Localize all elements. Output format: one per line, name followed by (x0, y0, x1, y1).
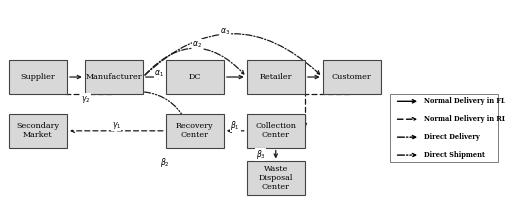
Text: Customer: Customer (331, 73, 371, 81)
Text: Supplier: Supplier (21, 73, 55, 81)
FancyBboxPatch shape (322, 60, 380, 94)
Text: DC: DC (188, 73, 200, 81)
Text: Waste
Disposal
Center: Waste Disposal Center (258, 165, 292, 192)
FancyBboxPatch shape (9, 60, 67, 94)
FancyBboxPatch shape (246, 114, 305, 148)
Text: Secondary
Market: Secondary Market (17, 122, 59, 139)
Text: Collection
Center: Collection Center (255, 122, 296, 139)
Text: $\alpha_3$: $\alpha_3$ (220, 26, 230, 37)
FancyBboxPatch shape (166, 60, 223, 94)
Text: $\beta_2$: $\beta_2$ (159, 156, 169, 169)
Text: $\gamma_1$: $\gamma_1$ (112, 120, 121, 131)
Text: $\beta_1$: $\beta_1$ (230, 119, 240, 132)
FancyBboxPatch shape (166, 114, 223, 148)
Text: Retailer: Retailer (259, 73, 291, 81)
FancyBboxPatch shape (389, 94, 497, 162)
FancyBboxPatch shape (246, 161, 305, 195)
FancyBboxPatch shape (9, 114, 67, 148)
Text: Normal Delivery in RL: Normal Delivery in RL (423, 115, 505, 123)
Text: Direct Shipment: Direct Shipment (423, 151, 484, 159)
FancyBboxPatch shape (246, 60, 305, 94)
Text: $\beta_3$: $\beta_3$ (255, 148, 265, 161)
FancyBboxPatch shape (85, 60, 143, 94)
Text: $\alpha_2$: $\alpha_2$ (192, 39, 202, 50)
Text: Manufacturer: Manufacturer (85, 73, 142, 81)
Text: Normal Delivery in FL: Normal Delivery in FL (423, 97, 504, 105)
Text: $\gamma_2$: $\gamma_2$ (81, 94, 90, 105)
Text: $\alpha_1$: $\alpha_1$ (154, 69, 164, 79)
Text: Recovery
Center: Recovery Center (176, 122, 213, 139)
Text: Direct Delivery: Direct Delivery (423, 133, 479, 141)
